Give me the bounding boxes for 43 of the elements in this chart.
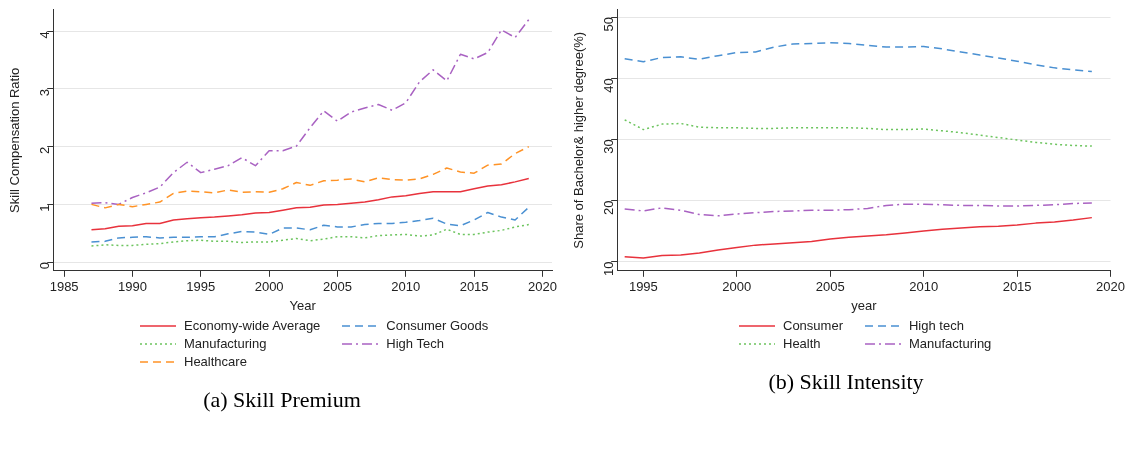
x-tick-label: 2020: [527, 279, 557, 295]
y-axis-title: Skill Compensation Ratio: [7, 67, 23, 213]
x-tick-label: 1990: [118, 279, 147, 295]
x-tick-label: 1995: [186, 279, 216, 295]
y-tick-label: 50: [600, 17, 616, 32]
y-tick-label: 30: [600, 139, 616, 154]
x-axis-title: Year: [289, 297, 317, 313]
x-tick-label: 1985: [49, 279, 79, 295]
line-series: [90, 18, 530, 206]
x-tick-label: 2010: [909, 279, 939, 295]
y-tick-label: 4: [36, 31, 52, 39]
legend-label: Health: [783, 336, 821, 351]
y-tick-label: 2: [36, 146, 52, 154]
line-series: [90, 145, 530, 209]
x-axis-title: year: [851, 297, 878, 313]
line-series: [90, 206, 530, 243]
y-tick-label: 20: [600, 200, 616, 215]
legend-label: Economy-wide Average: [184, 318, 321, 333]
y-tick-label: 3: [36, 88, 52, 97]
y-tick-label: 0: [36, 262, 52, 270]
x-tick-label: 2005: [815, 279, 845, 295]
text: (b) Skill Intensity: [767, 369, 925, 395]
legend-label: Healthcare: [184, 354, 247, 369]
legend-label: Manufacturing: [184, 336, 267, 351]
y-tick-label: 40: [600, 78, 616, 93]
x-tick-label: 1995: [628, 279, 658, 295]
x-tick-label: 2020: [1096, 279, 1125, 295]
y-tick-label: 1: [36, 204, 52, 212]
legend-label: High Tech: [386, 336, 444, 351]
y-tick-label: 10: [600, 261, 616, 277]
legend-label: High tech: [908, 318, 964, 333]
line-series: [90, 223, 530, 247]
x-tick-label: 2005: [322, 279, 352, 295]
legend-label: Manufacturing: [908, 336, 992, 351]
x-tick-label: 2015: [1002, 279, 1032, 295]
legend-label: Consumer: [783, 318, 843, 333]
x-tick-label: 2000: [722, 279, 752, 295]
x-tick-label: 2000: [254, 279, 284, 295]
y-axis-title: Share of Bachelor& higher degree(%): [571, 31, 587, 249]
text: (a) Skill Premium: [202, 387, 362, 413]
legend-label: Consumer Goods: [386, 318, 489, 333]
x-tick-label: 2015: [459, 279, 489, 295]
x-tick-label: 2010: [391, 279, 421, 295]
